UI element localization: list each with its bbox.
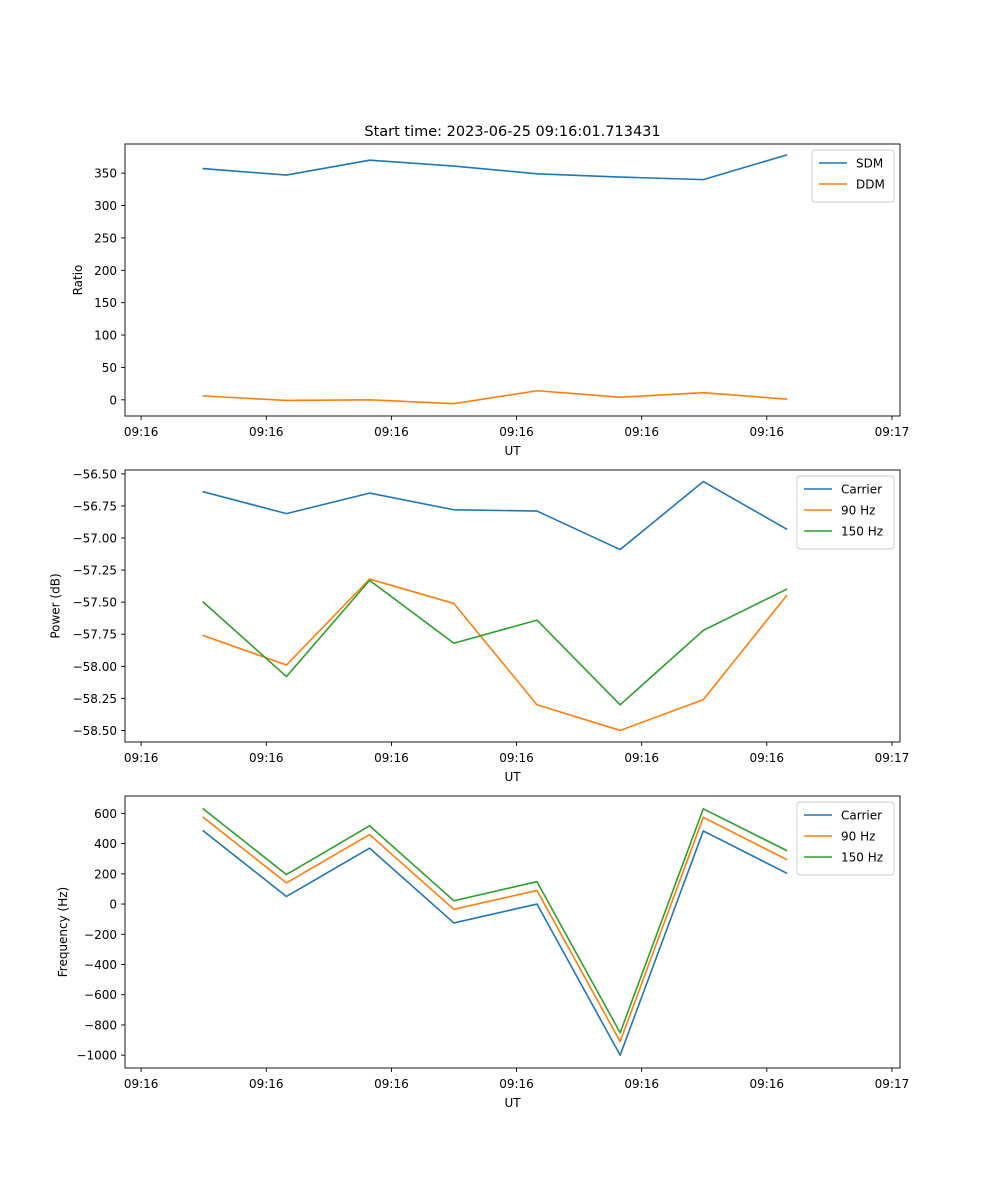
x-tick-label: 09:16 (374, 425, 409, 439)
legend: Carrier 90 Hz 150 Hz (796, 475, 895, 550)
y-tick-label: 150 (94, 296, 117, 310)
y-tick-label: −58.25 (73, 692, 117, 706)
legend-entry: Carrier (841, 809, 882, 823)
x-axis-label: UT (504, 1096, 521, 1110)
y-tick-label: 0 (109, 393, 117, 407)
x-tick-label: 09:16 (624, 1077, 659, 1091)
y-tick-label: 350 (94, 167, 117, 181)
y-tick-label: 50 (102, 361, 117, 375)
y-tick-label: 300 (94, 199, 117, 213)
y-tick-label: 0 (109, 898, 117, 912)
x-tick-label: 09:17 (875, 1077, 910, 1091)
x-tick-label: 09:16 (624, 425, 659, 439)
legend-entry: 150 Hz (841, 851, 883, 865)
x-tick-label: 09:16 (499, 1077, 534, 1091)
chart-title: Start time: 2023-06-25 09:16:01.713431 (364, 124, 660, 140)
legend: Carrier 90 Hz 150 Hz (796, 801, 895, 876)
y-tick-label: 400 (94, 837, 117, 851)
x-tick-label: 09:16 (249, 751, 284, 765)
x-tick-label: 09:16 (124, 751, 159, 765)
series-line-sdm (202, 154, 788, 181)
x-tick-label: 09:16 (374, 1077, 409, 1091)
y-tick-label: −200 (84, 928, 117, 942)
x-axis-label: UT (504, 444, 521, 458)
y-tick-label: −57.25 (73, 564, 117, 578)
y-tick-label: −58.50 (73, 724, 117, 738)
y-tick-label: −400 (84, 958, 117, 972)
legend: SDM DDM (811, 149, 895, 203)
y-tick-label: −57.50 (73, 596, 117, 610)
axes-frame (124, 795, 901, 1069)
x-tick-label: 09:16 (249, 425, 284, 439)
legend-entry: Carrier (841, 483, 882, 497)
y-tick-label: 250 (94, 231, 117, 245)
chart-panel-3: 09:16 09:16 09:16 09:16 09:16 09:16 09:17 UT −10… (56, 795, 910, 1110)
y-tick-label: −57.00 (73, 532, 117, 546)
x-tick-label: 09:16 (624, 751, 659, 765)
chart-panel-2: 09:16 09:16 09:16 09:16 09:16 09:16 09:17 UT −58… (48, 467, 909, 784)
y-axis-label: Frequency (Hz) (56, 887, 70, 978)
y-tick-label: −800 (84, 1018, 117, 1032)
y-axis-label: Ratio (71, 265, 85, 296)
series-line-90-hz (202, 578, 788, 732)
y-tick-label: −56.75 (73, 499, 117, 513)
x-tick-label: 09:16 (499, 425, 534, 439)
series-line-150-hz (202, 579, 788, 706)
legend-entry: DDM (856, 178, 885, 192)
series-line-ddm (202, 389, 788, 405)
x-axis-label: UT (504, 770, 521, 784)
x-tick-label: 09:16 (124, 1077, 159, 1091)
chart-panel-1: Start time: 2023-06-25 09:16:01.713431 09… (71, 124, 909, 458)
y-tick-label: −57.75 (73, 628, 117, 642)
series-line-150-hz (202, 807, 788, 1034)
x-tick-label: 09:17 (875, 751, 910, 765)
legend-entry: 150 Hz (841, 525, 883, 539)
x-tick-label: 09:16 (499, 751, 534, 765)
x-tick-label: 09:16 (749, 751, 784, 765)
axes-frame (124, 143, 901, 417)
y-tick-label: 200 (94, 867, 117, 881)
y-tick-label: −56.50 (73, 467, 117, 481)
y-tick-label: −58.00 (73, 660, 117, 674)
x-tick-label: 09:16 (124, 425, 159, 439)
legend-entry: SDM (856, 157, 883, 171)
legend-entry: 90 Hz (841, 830, 875, 844)
y-tick-label: 600 (94, 807, 117, 821)
y-tick-label: −600 (84, 988, 117, 1002)
x-tick-label: 09:17 (875, 425, 910, 439)
x-tick-label: 09:16 (749, 1077, 784, 1091)
y-tick-label: 200 (94, 264, 117, 278)
x-tick-label: 09:16 (749, 425, 784, 439)
y-tick-label: 100 (94, 329, 117, 343)
x-tick-label: 09:16 (249, 1077, 284, 1091)
series-line-90-hz (202, 816, 788, 1043)
series-line-carrier (202, 829, 788, 1056)
x-tick-label: 09:16 (374, 751, 409, 765)
y-tick-label: −1000 (76, 1049, 117, 1063)
legend-entry: 90 Hz (841, 504, 875, 518)
series-line-carrier (202, 480, 788, 551)
y-axis-label: Power (dB) (48, 573, 62, 638)
axes-frame (124, 469, 901, 743)
